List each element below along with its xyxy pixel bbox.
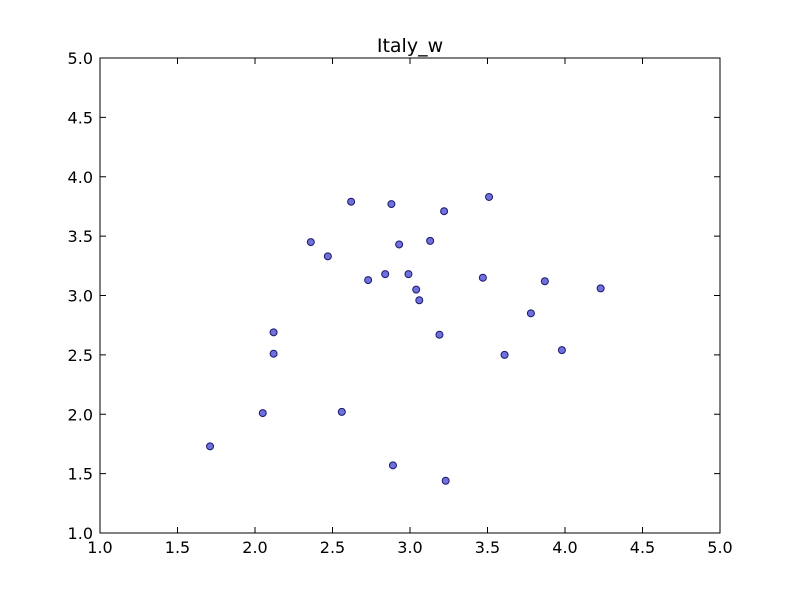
data-point-3 bbox=[269, 349, 278, 358]
x-tick-label: 4.5 bbox=[630, 538, 655, 557]
data-point-15 bbox=[415, 296, 424, 305]
data-point-20 bbox=[478, 273, 487, 282]
chart-title: Italy_w bbox=[377, 35, 443, 57]
data-point-14 bbox=[412, 285, 421, 294]
x-tick-label: 3.5 bbox=[475, 538, 500, 557]
x-tick-label: 1.5 bbox=[165, 538, 190, 557]
y-tick-label: 1.0 bbox=[68, 524, 93, 543]
data-point-6 bbox=[337, 407, 346, 416]
data-point-19 bbox=[441, 476, 450, 485]
data-point-11 bbox=[388, 461, 397, 470]
y-tick-label: 1.5 bbox=[68, 465, 93, 484]
x-axis: 1.0 1.5 2.0 2.5 3.0 3.5 4.0 4.5 5.0 bbox=[87, 58, 733, 557]
data-point-25 bbox=[557, 346, 566, 355]
x-tick-label: 2.0 bbox=[242, 538, 267, 557]
data-point-17 bbox=[435, 330, 444, 339]
data-point-0 bbox=[206, 442, 215, 451]
data-point-16 bbox=[426, 236, 435, 245]
data-point-24 bbox=[540, 277, 549, 286]
data-point-5 bbox=[323, 252, 332, 261]
data-point-12 bbox=[395, 240, 404, 249]
x-tick-label: 2.5 bbox=[320, 538, 345, 557]
y-tick-label: 2.5 bbox=[68, 346, 93, 365]
data-point-8 bbox=[364, 276, 373, 285]
data-point-9 bbox=[381, 270, 390, 279]
data-point-26 bbox=[596, 284, 605, 293]
y-axis: 1.0 1.5 2.0 2.5 3.0 3.5 4.0 4.5 5.0 bbox=[68, 49, 720, 543]
data-point-22 bbox=[500, 350, 509, 359]
data-point-21 bbox=[485, 192, 494, 201]
data-point-10 bbox=[387, 200, 396, 209]
data-points bbox=[206, 192, 605, 485]
data-point-2 bbox=[269, 328, 278, 337]
data-point-23 bbox=[526, 309, 535, 318]
data-point-18 bbox=[440, 207, 449, 216]
y-tick-label: 3.5 bbox=[68, 227, 93, 246]
x-tick-label: 4.0 bbox=[552, 538, 577, 557]
y-tick-label: 5.0 bbox=[68, 49, 93, 68]
x-tick-label: 5.0 bbox=[707, 538, 732, 557]
data-point-4 bbox=[306, 238, 315, 247]
y-tick-label: 4.0 bbox=[68, 168, 93, 187]
x-tick-label: 1.0 bbox=[87, 538, 112, 557]
x-tick-label: 3.0 bbox=[397, 538, 422, 557]
y-tick-label: 4.5 bbox=[68, 108, 93, 127]
plot-area bbox=[99, 57, 721, 534]
data-point-7 bbox=[347, 197, 356, 206]
data-point-1 bbox=[258, 409, 267, 418]
y-tick-label: 2.0 bbox=[68, 405, 93, 424]
data-point-13 bbox=[404, 270, 413, 279]
y-tick-label: 3.0 bbox=[68, 287, 93, 306]
